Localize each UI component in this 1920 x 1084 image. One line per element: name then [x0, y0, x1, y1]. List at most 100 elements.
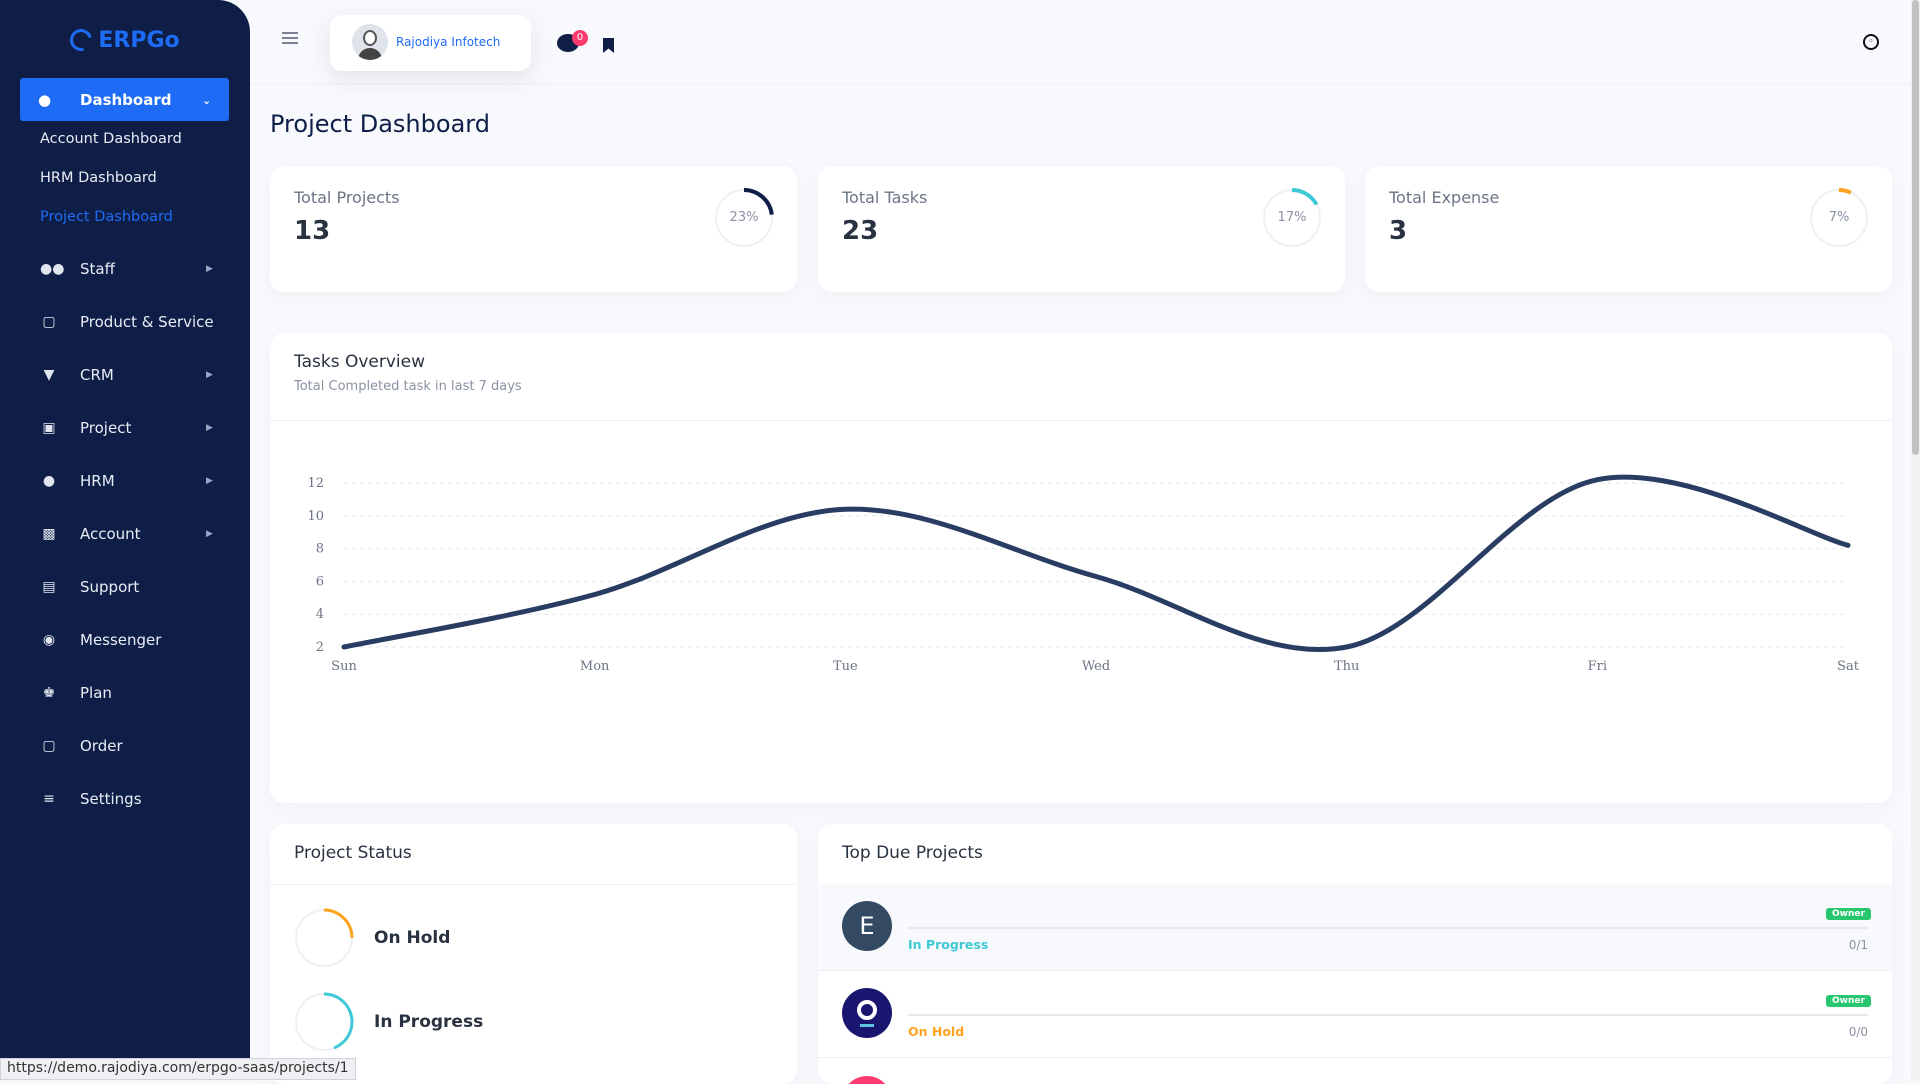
avatar [352, 24, 388, 60]
project-avatar: E [842, 901, 892, 951]
stat-card-total-expense: Total Expense 3 7% [1365, 166, 1892, 292]
chevron-right-icon: ▶ [206, 423, 213, 433]
progress-bar [908, 927, 1868, 929]
x-tick-label: Tue [833, 659, 858, 674]
user-name: Rajodiya Infotech [396, 35, 500, 49]
status-ring-in-progress [294, 992, 354, 1052]
sidebar-item-plan[interactable]: ♚ Plan [0, 673, 250, 713]
stat-card-total-tasks: Total Tasks 23 17% [818, 166, 1345, 292]
stat-value: 3 [1389, 216, 1407, 246]
sidebar-subitem-project-dashboard[interactable]: Project Dashboard [40, 209, 173, 225]
x-tick-label: Wed [1082, 659, 1110, 674]
chat-icon: ◉ [40, 632, 58, 648]
sliders-icon: ≡ [40, 791, 58, 807]
sidebar-item-label: Order [80, 737, 123, 755]
stat-label: Total Projects [294, 188, 400, 207]
stat-label: Total Tasks [842, 188, 927, 207]
support-icon: ▤ [40, 579, 58, 595]
order-cart-icon: ▢ [40, 738, 58, 754]
top-due-projects-card: Top Due Projects E Owner In Progress 0/1… [818, 824, 1892, 1084]
project-avatar [842, 1076, 892, 1084]
sidebar-subitem-hrm-dashboard[interactable]: HRM Dashboard [40, 170, 157, 186]
section-title: Project Status [294, 843, 412, 863]
section-title: Top Due Projects [842, 843, 983, 863]
sidebar-item-label: Support [80, 578, 139, 596]
user-icon: ● [40, 473, 58, 489]
chevron-down-icon: ⌄ [202, 94, 211, 107]
status-ring-on-hold [294, 908, 354, 968]
x-tick-label: Mon [580, 659, 610, 674]
task-count: 0/0 [1848, 1025, 1868, 1039]
scrollbar-thumb[interactable] [1912, 0, 1919, 455]
status-label-in-progress: In Progress [374, 1012, 483, 1032]
stat-percent: 7% [1809, 188, 1869, 248]
sidebar-item-messenger[interactable]: ◉ Messenger [0, 620, 250, 660]
sidebar-item-staff[interactable]: ●● Staff ▶ [0, 249, 250, 289]
sidebar-item-label: HRM [80, 472, 115, 490]
users-icon: ●● [40, 261, 58, 277]
stat-percent: 23% [714, 188, 774, 248]
task-count: 0/1 [1848, 938, 1868, 952]
y-tick-label: 12 [307, 476, 324, 491]
series-line [344, 477, 1848, 649]
sidebar-item-dashboard[interactable]: ● Dashboard ⌄ [20, 78, 229, 121]
trophy-icon: ♚ [40, 685, 58, 701]
sidebar-item-label: Product & Service [80, 313, 214, 331]
logo-icon [66, 25, 96, 55]
section-title: Tasks Overview [294, 352, 425, 372]
sidebar-subitem-account-dashboard[interactable]: Account Dashboard [40, 131, 182, 147]
due-project-row[interactable]: E Owner In Progress 0/1 [818, 884, 1892, 970]
menu-toggle-icon[interactable] [282, 32, 298, 44]
project-icon: ▣ [40, 420, 58, 436]
cart-icon: ▢ [40, 314, 58, 330]
sidebar-item-account[interactable]: ▩ Account ▶ [0, 514, 250, 554]
stat-card-total-projects: Total Projects 13 23% [270, 166, 797, 292]
brand-logo[interactable]: ERPGo [0, 0, 250, 80]
sidebar-item-label: Plan [80, 684, 112, 702]
status-label-on-hold: On Hold [374, 928, 450, 948]
x-tick-label: Fri [1588, 659, 1607, 674]
filter-icon: ▼ [40, 367, 58, 383]
stat-value: 23 [842, 216, 878, 246]
sidebar-item-label: Project [80, 419, 131, 437]
sidebar-item-label: Staff [80, 260, 115, 278]
y-tick-label: 10 [307, 509, 324, 524]
x-tick-label: Thu [1334, 659, 1359, 674]
page-title: Project Dashboard [270, 110, 490, 138]
progress-bar [908, 1014, 1868, 1016]
sidebar-item-support[interactable]: ▤ Support [0, 567, 250, 607]
y-tick-label: 4 [316, 607, 324, 622]
x-tick-label: Sun [331, 659, 357, 674]
divider [270, 884, 797, 885]
due-project-row[interactable]: Owner On Hold 0/0 [818, 971, 1892, 1057]
browser-status-url: https://demo.rajodiya.com/erpgo-saas/pro… [0, 1058, 356, 1080]
sidebar-item-order[interactable]: ▢ Order [0, 726, 250, 766]
sidebar-item-label: Settings [80, 790, 142, 808]
sidebar-item-label: CRM [80, 366, 114, 384]
project-avatar [842, 988, 892, 1038]
language-globe-icon[interactable]: ◦ [1863, 34, 1879, 50]
sidebar-item-label: Dashboard [80, 91, 171, 109]
chevron-right-icon: ▶ [206, 529, 213, 539]
project-status: On Hold [908, 1024, 964, 1039]
y-tick-label: 8 [316, 542, 324, 557]
y-tick-label: 2 [316, 640, 324, 655]
fire-icon: ● [38, 91, 51, 109]
stat-value: 13 [294, 216, 330, 246]
sidebar-item-hrm[interactable]: ● HRM ▶ [0, 461, 250, 501]
chevron-right-icon: ▶ [206, 370, 213, 380]
chevron-right-icon: ▶ [206, 476, 213, 486]
sidebar-item-label: Messenger [80, 631, 161, 649]
tasks-overview-card: Tasks Overview Total Completed task in l… [270, 333, 1892, 803]
sidebar-item-crm[interactable]: ▼ CRM ▶ [0, 355, 250, 395]
sidebar-item-project[interactable]: ▣ Project ▶ [0, 408, 250, 448]
briefcase-icon: ▩ [40, 526, 58, 542]
sidebar-item-settings[interactable]: ≡ Settings [0, 779, 250, 819]
x-tick-label: Sat [1837, 659, 1860, 674]
owner-badge: Owner [1826, 995, 1871, 1007]
user-dropdown[interactable]: Rajodiya Infotech [330, 15, 531, 71]
owner-badge: Owner [1826, 908, 1871, 920]
sidebar-item-product-service[interactable]: ▢ Product & Service [0, 302, 250, 342]
sidebar: ERPGo ● Dashboard ⌄ Account Dashboard HR… [0, 0, 250, 1080]
